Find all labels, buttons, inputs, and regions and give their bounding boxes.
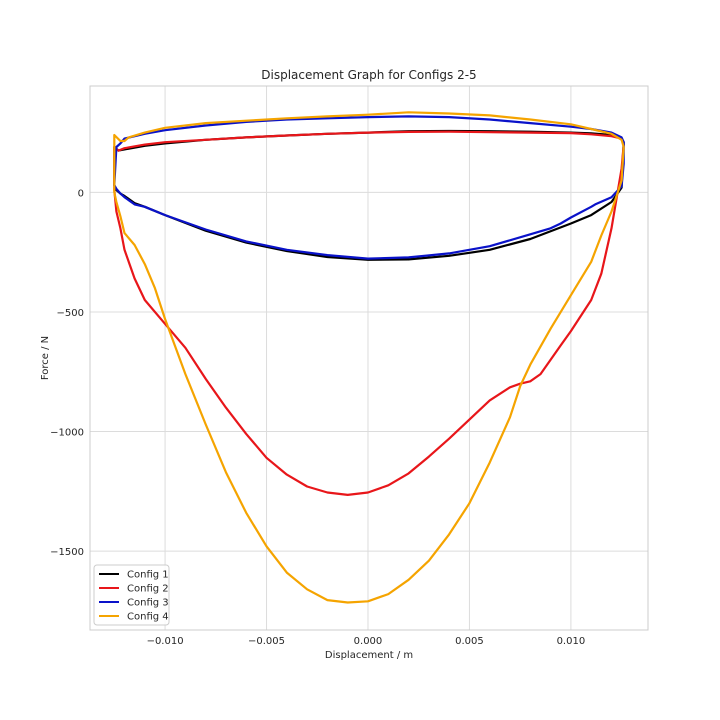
series-line-config-3 xyxy=(113,115,625,260)
y-tick-label: −500 xyxy=(57,308,84,319)
legend-label: Config 2 xyxy=(127,584,169,595)
x-tick-label: −0.010 xyxy=(147,636,184,647)
y-axis-label: Force / N xyxy=(40,336,51,380)
legend: Config 1 Config 2 Config 3 Config 4 xyxy=(93,564,170,626)
x-tick-label: 0.010 xyxy=(557,636,586,647)
legend-label: Config 4 xyxy=(127,612,169,623)
plot-frame xyxy=(89,85,649,631)
legend-label: Config 3 xyxy=(127,598,169,609)
legend-label: Config 1 xyxy=(127,570,169,581)
grid-lines xyxy=(90,86,648,630)
series-line-config-2 xyxy=(113,130,625,496)
x-tick-label: 0.000 xyxy=(354,636,383,647)
series-layer xyxy=(113,111,625,604)
y-tick-label: −1000 xyxy=(50,428,84,439)
tick-labels: −0.010 −0.005 0.000 0.005 0.010 0 −500 −1000 −15… xyxy=(50,188,585,647)
x-axis-label: Displacement / m xyxy=(325,650,413,661)
x-tick-label: 0.005 xyxy=(455,636,484,647)
series-line-config-4 xyxy=(113,111,625,604)
legend-box xyxy=(93,564,170,626)
y-tick-label: 0 xyxy=(78,188,84,199)
x-tick-label: −0.005 xyxy=(248,636,285,647)
chart-title: Displacement Graph for Configs 2-5 xyxy=(261,68,476,82)
y-tick-label: −1500 xyxy=(50,547,84,558)
